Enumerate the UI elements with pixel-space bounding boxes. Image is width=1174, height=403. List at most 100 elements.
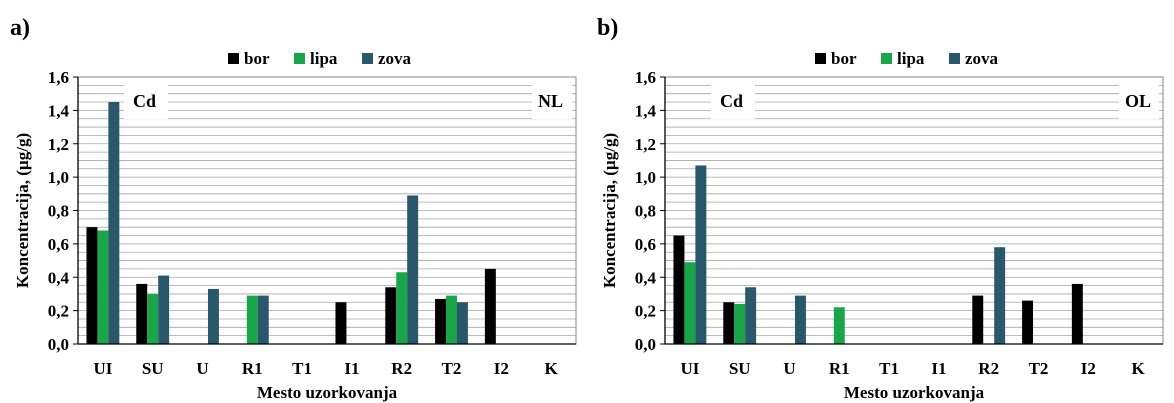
bar-bor-T2 <box>435 298 447 344</box>
bar-zova-UI <box>695 165 707 344</box>
x-tick-label: SU <box>729 359 751 378</box>
element-label: Cd <box>720 91 743 111</box>
legend-swatch-bor <box>228 53 239 64</box>
bar-bor-R2 <box>972 295 984 344</box>
element-label: Cd <box>133 91 156 111</box>
x-tick-label: UI <box>680 359 699 378</box>
bar-lipa-UI <box>684 262 696 344</box>
element-label-bg <box>711 83 755 119</box>
x-tick-label: I1 <box>931 359 946 378</box>
y-tick-label: 1,6 <box>48 68 69 87</box>
y-tick-label: 0,4 <box>48 268 70 287</box>
y-tick-label: 0,2 <box>635 302 656 321</box>
bar-zova-R2 <box>407 195 419 344</box>
x-tick-label: T1 <box>879 359 899 378</box>
bar-chart-svg: a) bor lipa zova Cd NL 0,0 0,2 0,4 0,6 0,8 1,0 1,2 1,… <box>10 15 577 402</box>
bar-zova-R1 <box>257 295 269 344</box>
x-tick-label: UI <box>93 359 112 378</box>
bar-bor-SU <box>723 302 735 344</box>
bar-lipa-T2 <box>446 295 457 344</box>
corner-label: NL <box>538 91 563 111</box>
x-tick-label: I1 <box>344 359 359 378</box>
y-tick-label: 0,6 <box>635 235 656 254</box>
y-tick-label: 0,2 <box>48 302 69 321</box>
y-axis-title: Koncentracija, (µg/g) <box>600 133 619 288</box>
x-tick-label: SU <box>142 359 164 378</box>
bar-lipa-R2 <box>396 272 408 344</box>
legend-swatch-zova <box>949 53 960 64</box>
y-tick-label: 1,2 <box>48 135 69 154</box>
x-tick-label: T2 <box>442 359 462 378</box>
bar-bor-UI <box>86 227 98 344</box>
bar-lipa-UI <box>97 230 109 344</box>
bar-bor-SU <box>136 283 148 344</box>
y-axis-title: Koncentracija, (µg/g) <box>13 133 32 288</box>
x-tick-label: T1 <box>292 359 312 378</box>
bar-lipa-R1 <box>246 295 258 344</box>
bar-lipa-R1 <box>833 307 845 344</box>
bar-bor-I2 <box>484 268 496 344</box>
x-tick-label: R2 <box>978 359 999 378</box>
bar-bor-R2 <box>385 287 397 344</box>
y-tick-label: 1,0 <box>635 168 656 187</box>
y-tick-label: 0,0 <box>48 335 69 354</box>
x-tick-label: R1 <box>829 359 850 378</box>
y-tick-label: 0,6 <box>48 235 69 254</box>
gridlines <box>665 84 1163 337</box>
legend-label-bor: bor <box>244 49 270 68</box>
legend-swatch-lipa <box>881 53 892 64</box>
legend: bor lipa zova <box>228 49 412 68</box>
element-label-bg <box>124 83 168 119</box>
x-tick-label: K <box>544 359 558 378</box>
legend-swatch-bor <box>815 53 826 64</box>
y-tick-label: 1,4 <box>635 101 657 120</box>
legend-swatch-lipa <box>294 53 305 64</box>
y-tick-label: 0,4 <box>635 268 657 287</box>
bar-zova-SU <box>745 287 757 344</box>
bar-zova-T2 <box>456 302 468 344</box>
bar-zova-U <box>207 288 219 344</box>
x-tick-label: U <box>196 359 208 378</box>
x-tick-label: R1 <box>242 359 263 378</box>
legend-label-bor: bor <box>831 49 857 68</box>
x-tick-label: K <box>1131 359 1145 378</box>
panel-label: b) <box>597 15 618 41</box>
legend-label-lipa: lipa <box>310 49 338 68</box>
y-tick-label: 0,8 <box>635 202 656 221</box>
corner-label: OL <box>1125 91 1151 111</box>
corner-label-bg <box>1119 83 1159 119</box>
y-tick-label: 1,4 <box>48 101 70 120</box>
x-tick-label: R2 <box>391 359 412 378</box>
x-tick-label: T2 <box>1029 359 1049 378</box>
bar-bor-UI <box>673 235 685 344</box>
y-tick-label: 1,0 <box>48 168 69 187</box>
corner-label-bg <box>532 83 572 119</box>
panel-label: a) <box>10 15 30 41</box>
y-tick-label: 0,8 <box>48 202 69 221</box>
chart-panel-b: b) bor lipa zova Cd OL 0,0 0,2 0,4 0,6 0,8 1,0 1,2 1,… <box>587 0 1174 403</box>
legend-label-lipa: lipa <box>897 49 925 68</box>
bar-bor-I2 <box>1071 283 1083 344</box>
legend-label-zova: zova <box>378 49 412 68</box>
bar-chart-svg: b) bor lipa zova Cd OL 0,0 0,2 0,4 0,6 0,8 1,0 1,2 1,… <box>597 15 1164 402</box>
bars <box>86 102 496 344</box>
bar-lipa-SU <box>734 303 746 344</box>
legend-label-zova: zova <box>965 49 999 68</box>
bars <box>673 165 1083 344</box>
bar-bor-T2 <box>1022 300 1034 344</box>
bar-zova-UI <box>108 102 120 344</box>
bar-zova-R2 <box>994 247 1006 344</box>
y-tick-label: 0,0 <box>635 335 656 354</box>
bar-bor-I1 <box>335 302 347 344</box>
chart-panel-a: a) bor lipa zova Cd NL 0,0 0,2 0,4 0,6 0,8 1,0 1,2 1,… <box>10 15 577 402</box>
x-tick-label: U <box>783 359 795 378</box>
x-tick-label: I2 <box>494 359 509 378</box>
bar-lipa-SU <box>147 293 159 344</box>
y-tick-label: 1,6 <box>635 68 656 87</box>
bar-zova-U <box>794 295 806 344</box>
y-tick-label: 1,2 <box>635 135 656 154</box>
legend-swatch-zova <box>362 53 373 64</box>
x-axis-title: Mesto uzorkovanja <box>257 383 398 402</box>
bar-zova-SU <box>158 275 170 344</box>
legend: bor lipa zova <box>815 49 999 68</box>
